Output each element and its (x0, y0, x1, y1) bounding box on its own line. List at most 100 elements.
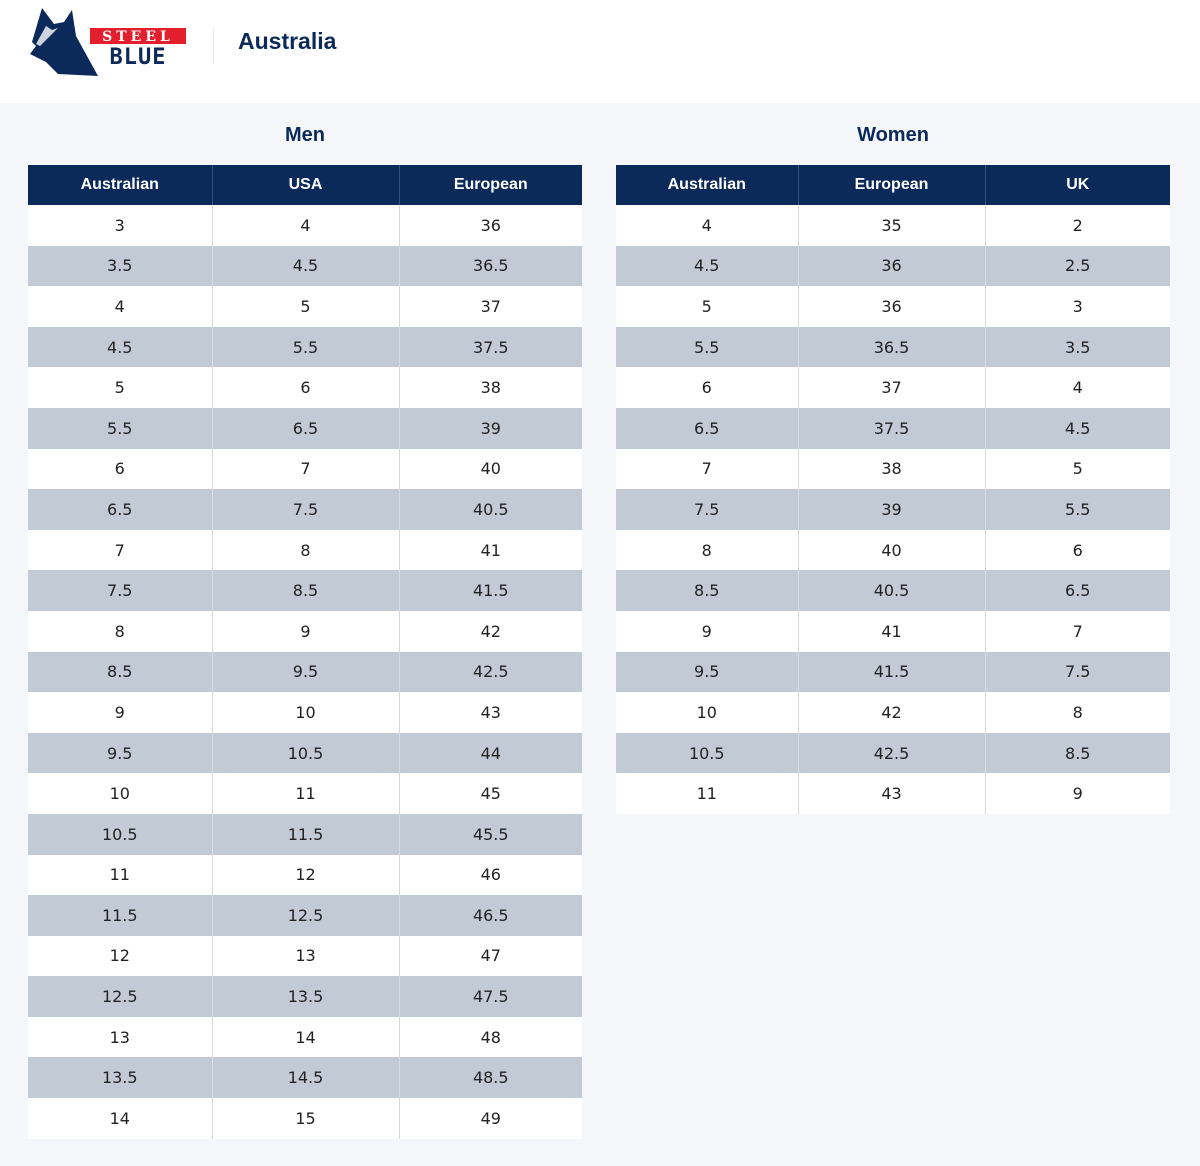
table-cell: 36.5 (798, 326, 986, 368)
table-cell: 36.5 (399, 245, 582, 287)
table-row: 7 38 5 (616, 448, 1170, 490)
table-cell: 8 (985, 692, 1170, 733)
table-row: 9 41 7 (616, 610, 1170, 652)
table-cell: 3 (28, 205, 213, 246)
table-cell: 7 (212, 448, 400, 490)
table-cell: 10 (616, 692, 799, 733)
table-cell: 48.5 (399, 1057, 582, 1099)
table-row: 4.5 36 2.5 (616, 245, 1170, 287)
table-cell: 35 (798, 205, 986, 246)
table-cell: 10.5 (212, 732, 400, 774)
table-cell: 8 (616, 529, 799, 571)
table-row: 11.5 12.5 46.5 (28, 895, 582, 936)
table-cell: 2.5 (985, 245, 1170, 287)
table-cell: 8.5 (212, 570, 400, 611)
table-cell: 12.5 (212, 895, 400, 936)
table-cell: 6.5 (28, 489, 213, 530)
table-cell: 41 (399, 529, 582, 571)
table-cell: 3.5 (28, 245, 213, 287)
table-cell: 6 (616, 367, 799, 408)
table-cell: 14 (28, 1098, 213, 1139)
table-cell: 38 (798, 448, 986, 490)
table-cell: 46 (399, 854, 582, 896)
table-cell: 4.5 (616, 245, 799, 287)
table-cell: 8 (28, 610, 213, 652)
table-row: 10 11 45 (28, 773, 582, 814)
table-cell: 11.5 (212, 813, 400, 855)
table-row: 12 13 47 (28, 935, 582, 977)
table-cell: 5.5 (212, 326, 400, 368)
table-cell: 13.5 (212, 976, 400, 1017)
table-row: 5 6 38 (28, 367, 582, 408)
table-cell: 4.5 (28, 326, 213, 368)
table-cell: 37.5 (399, 326, 582, 368)
table-cell: 9 (28, 692, 213, 733)
table-row: 5.5 6.5 39 (28, 407, 582, 449)
header-divider (213, 28, 214, 64)
table-cell: 5.5 (985, 489, 1170, 530)
table-cell: 48 (399, 1016, 582, 1058)
table-cell: 43 (399, 692, 582, 733)
table-cell: 14.5 (212, 1057, 400, 1099)
column-header: Australian (28, 165, 213, 205)
table-row: 7.5 39 5.5 (616, 489, 1170, 530)
country-title: Australia (238, 28, 337, 54)
table-row: 9 10 43 (28, 692, 582, 733)
table-row: 4 5 37 (28, 286, 582, 327)
table-cell: 4 (616, 205, 799, 246)
table-cell: 13 (212, 935, 400, 977)
table-cell: 6.5 (985, 570, 1170, 611)
table-cell: 9 (985, 773, 1170, 814)
table-cell: 5 (985, 448, 1170, 490)
table-cell: 8.5 (28, 651, 213, 693)
table-cell: 7.5 (212, 489, 400, 530)
table-row: 10.5 11.5 45.5 (28, 813, 582, 855)
table-cell: 6 (212, 367, 400, 408)
table-cell: 6 (985, 529, 1170, 571)
svg-text:BLUE: BLUE (110, 45, 167, 70)
table-cell: 36 (399, 205, 582, 246)
table-cell: 44 (399, 732, 582, 774)
table-cell: 3.5 (985, 326, 1170, 368)
table-cell: 4.5 (212, 245, 400, 287)
table-cell: 37 (798, 367, 986, 408)
table-cell: 5 (212, 286, 400, 327)
table-cell: 39 (399, 407, 582, 449)
table-cell: 2 (985, 205, 1170, 246)
table-row: 8 40 6 (616, 529, 1170, 571)
table-cell: 4.5 (985, 407, 1170, 449)
table-row: 9.5 10.5 44 (28, 732, 582, 774)
table-cell: 40 (798, 529, 986, 571)
table-cell: 13 (28, 1016, 213, 1058)
steel-blue-logo[interactable]: STEEL BLUE (28, 6, 188, 78)
table-cell: 45.5 (399, 813, 582, 855)
men-size-table: Australian USA European 3 4 36 3.5 4.5 36.5 4 5 37 4… (28, 165, 582, 1139)
table-cell: 9.5 (212, 651, 400, 693)
table-cell: 3 (985, 286, 1170, 327)
table-cell: 10.5 (616, 732, 799, 774)
table-cell: 46.5 (399, 895, 582, 936)
table-cell: 14 (212, 1016, 400, 1058)
table-row: 6.5 37.5 4.5 (616, 407, 1170, 449)
column-header: USA (212, 165, 400, 205)
table-cell: 5.5 (616, 326, 799, 368)
women-size-table: Australian European UK 4 35 2 4.5 36 2.5 5 36 3 5.5 3… (616, 165, 1170, 814)
table-cell: 4 (985, 367, 1170, 408)
table-row: 11 12 46 (28, 854, 582, 896)
table-cell: 8.5 (985, 732, 1170, 774)
table-cell: 11.5 (28, 895, 213, 936)
table-row: 4 35 2 (616, 205, 1170, 246)
table-row: 5 36 3 (616, 286, 1170, 327)
table-cell: 41.5 (798, 651, 986, 693)
table-cell: 47 (399, 935, 582, 977)
table-row: 6 37 4 (616, 367, 1170, 408)
table-row: 8 9 42 (28, 610, 582, 652)
table-cell: 10 (212, 692, 400, 733)
table-row: 4.5 5.5 37.5 (28, 326, 582, 368)
women-section: Women Australian European UK 4 35 2 4.5 36 2.5 5 3… (616, 124, 1170, 814)
table-cell: 10 (28, 773, 213, 814)
table-cell: 8.5 (616, 570, 799, 611)
table-cell: 42.5 (798, 732, 986, 774)
column-header: European (798, 165, 986, 205)
table-cell: 7 (616, 448, 799, 490)
